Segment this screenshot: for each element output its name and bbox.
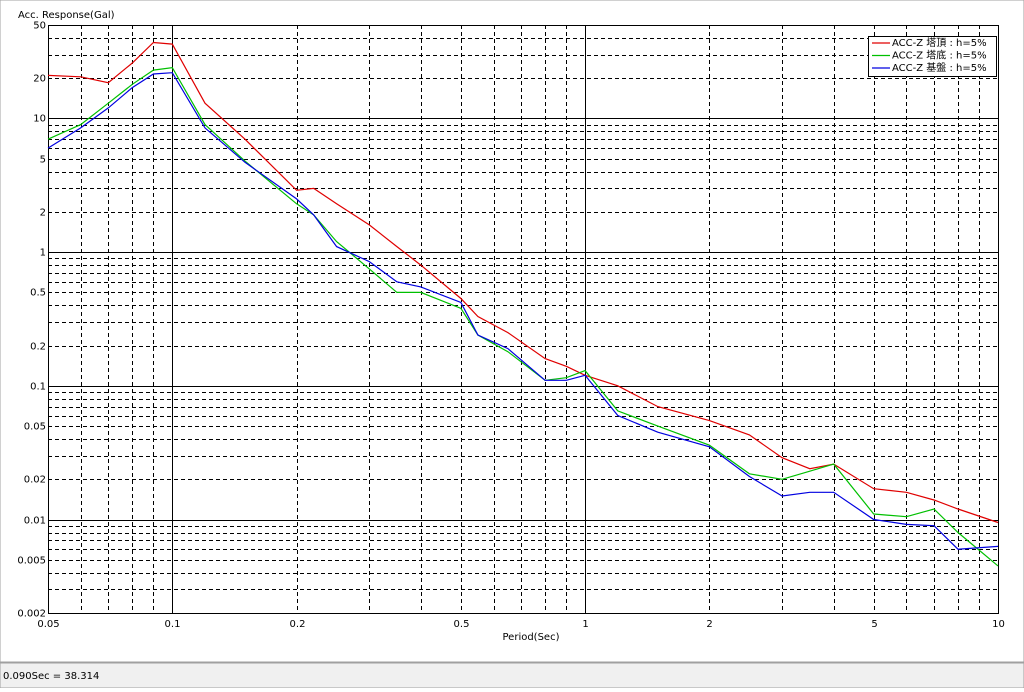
status-text: 0.090Sec = 38.314 xyxy=(3,671,99,682)
y-tick-label: 0.005 xyxy=(17,556,46,567)
legend-label: ACC-Z 基盤 : h=5% xyxy=(892,61,987,74)
y-tick-label: 10 xyxy=(33,114,46,125)
x-tick-label: 0.2 xyxy=(290,619,306,630)
x-tick-label: 2 xyxy=(706,619,712,630)
x-tick-label: 0.1 xyxy=(165,619,181,630)
y-tick-label: 20 xyxy=(33,74,46,85)
x-tick-label: 10 xyxy=(992,619,1005,630)
x-tick-label: 0.05 xyxy=(37,619,59,630)
y-tick-label: 1 xyxy=(40,248,46,259)
legend-label: ACC-Z 塔頂 : h=5% xyxy=(892,36,987,49)
y-axis-label: Acc. Response(Gal) xyxy=(18,10,115,21)
status-bar xyxy=(0,662,1024,689)
y-tick-label: 5 xyxy=(40,155,46,166)
series-line xyxy=(47,72,999,550)
y-tick-label: 0.1 xyxy=(30,382,46,393)
y-tick-label: 0.002 xyxy=(17,609,46,620)
x-tick-label: 0.5 xyxy=(454,619,470,630)
series-line xyxy=(47,66,999,567)
y-tick-label: 0.05 xyxy=(24,422,46,433)
x-tick-label: 1 xyxy=(582,619,588,630)
y-tick-label: 50 xyxy=(33,21,46,32)
y-tick-label: 0.2 xyxy=(30,342,46,353)
y-tick-label: 0.01 xyxy=(24,516,46,527)
y-tick-label: 2 xyxy=(40,208,46,219)
legend-label: ACC-Z 塔底 : h=5% xyxy=(892,49,987,62)
x-axis-label: Period(Sec) xyxy=(503,632,560,643)
chart-panel xyxy=(0,0,1024,663)
y-tick-label: 0.02 xyxy=(24,475,46,486)
x-tick-label: 5 xyxy=(871,619,877,630)
plot-frame xyxy=(48,25,999,614)
y-tick-label: 0.5 xyxy=(30,288,46,299)
